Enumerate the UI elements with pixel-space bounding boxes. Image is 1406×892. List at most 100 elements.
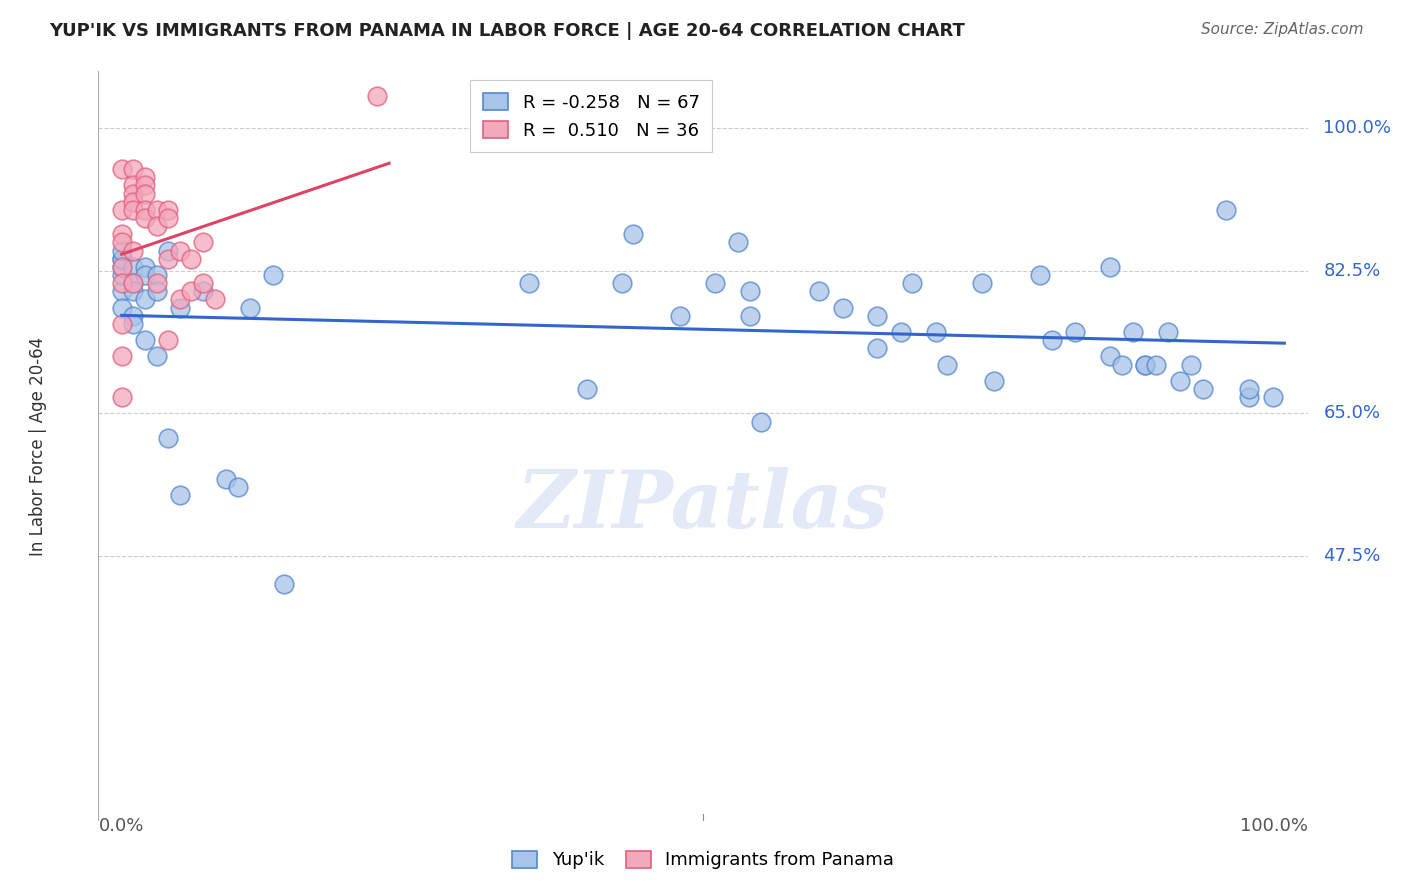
Point [134,293,156,307]
Point [180,285,202,299]
Point [134,170,156,185]
Point [122,186,145,201]
Point [145,219,167,233]
Point [1239,382,1261,396]
Point [575,382,598,396]
Point [191,285,214,299]
Point [1180,358,1202,372]
Point [122,244,145,258]
Point [1168,374,1191,388]
Point [610,276,633,290]
Point [122,309,145,323]
Point [122,285,145,299]
Point [157,252,180,266]
Point [808,285,831,299]
Point [204,293,226,307]
Text: 100.0%: 100.0% [1323,120,1392,137]
Point [111,260,134,274]
Point [145,268,167,282]
Point [191,276,214,290]
Point [111,252,134,266]
Point [134,268,156,282]
Text: 82.5%: 82.5% [1323,262,1381,280]
Point [122,260,145,274]
Point [866,309,889,323]
Point [226,480,249,494]
Point [703,276,725,290]
Text: 47.5%: 47.5% [1323,547,1381,565]
Point [145,285,167,299]
Text: 0.0%: 0.0% [98,816,143,835]
Point [111,276,134,290]
Point [134,202,156,217]
Point [122,178,145,193]
Point [215,472,238,486]
Text: In Labor Force | Age 20-64: In Labor Force | Age 20-64 [30,336,46,556]
Legend: R = -0.258   N = 67, R =  0.510   N = 36: R = -0.258 N = 67, R = 0.510 N = 36 [470,80,713,153]
Point [738,285,761,299]
Point [145,202,167,217]
Point [366,88,388,103]
Point [901,276,924,290]
Point [111,317,134,331]
Point [169,244,191,258]
Point [122,276,145,290]
Point [111,162,134,177]
Point [111,285,134,299]
Text: YUP'IK VS IMMIGRANTS FROM PANAMA IN LABOR FORCE | AGE 20-64 CORRELATION CHART: YUP'IK VS IMMIGRANTS FROM PANAMA IN LABO… [49,22,965,40]
Point [157,431,180,445]
Point [157,244,180,258]
Point [273,577,295,591]
Point [157,211,180,225]
Point [983,374,1005,388]
Point [262,268,284,282]
Point [169,293,191,307]
Point [111,202,134,217]
Point [239,301,262,315]
Point [191,235,214,250]
Point [122,202,145,217]
Point [157,202,180,217]
Point [749,415,772,429]
Point [1098,260,1121,274]
Text: 65.0%: 65.0% [1323,404,1381,423]
Point [134,186,156,201]
Point [1122,325,1144,339]
Point [111,301,134,315]
Point [111,227,134,242]
Point [134,260,156,274]
Point [180,252,202,266]
Point [122,276,145,290]
Point [1029,268,1052,282]
Point [145,276,167,290]
Point [1064,325,1087,339]
Point [866,341,889,355]
Point [1040,333,1063,347]
Point [157,333,180,347]
Point [1192,382,1215,396]
Point [1098,350,1121,364]
Point [111,390,134,404]
Point [122,317,145,331]
Point [111,235,134,250]
Point [738,309,761,323]
Point [936,358,959,372]
Point [831,301,853,315]
Point [111,252,134,266]
Point [1133,358,1156,372]
Legend: Yup'ik, Immigrants from Panama: Yup'ik, Immigrants from Panama [503,842,903,879]
Point [122,194,145,209]
Point [1133,358,1156,372]
Point [1157,325,1180,339]
Point [169,488,191,502]
Text: 100.0%: 100.0% [1240,816,1308,835]
Point [169,301,191,315]
Point [621,227,644,242]
Point [668,309,690,323]
Point [1261,390,1284,404]
Point [111,260,134,274]
Point [1239,390,1261,404]
Text: ZIPatlas: ZIPatlas [517,467,889,545]
Point [145,350,167,364]
Point [517,276,540,290]
